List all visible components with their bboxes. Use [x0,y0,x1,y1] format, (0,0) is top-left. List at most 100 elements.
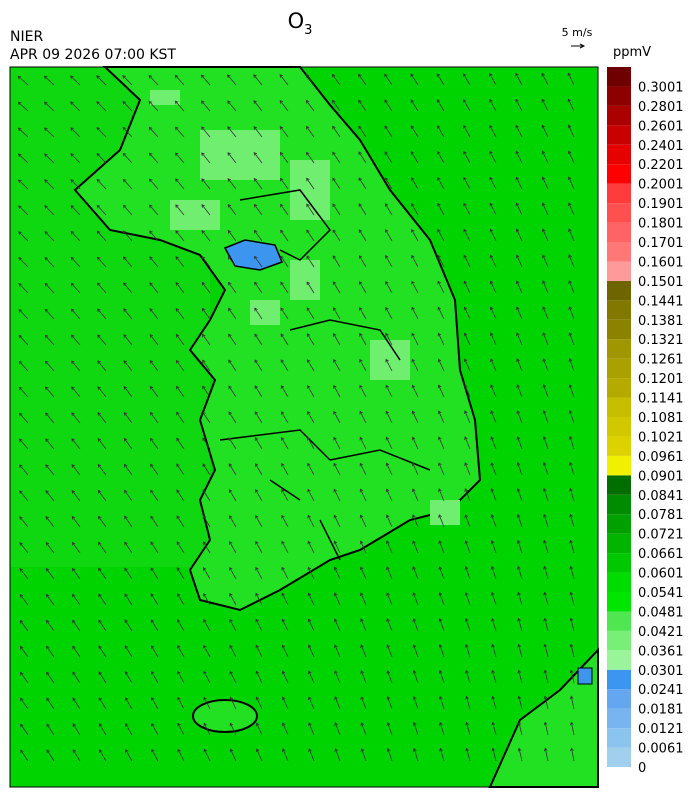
wind-arrow [412,721,419,736]
wind-arrow [72,723,81,736]
wind-arrow [569,695,575,710]
wind-arrow [359,410,367,424]
wind-arrow [333,488,341,502]
wind-arrow [203,644,211,658]
colorbar-label: 0.0661 [638,547,684,562]
wind-arrow [149,178,159,190]
wind-arrow [463,150,471,164]
wind-arrow [360,644,367,658]
wind-arrow [203,696,211,710]
wind-arrow [569,643,575,658]
wind-arrow [228,281,237,294]
wind-arrow [412,514,419,528]
wind-arrow [176,385,185,398]
wind-arrow [125,748,133,762]
colorbar-box [607,222,631,242]
wind-arrow [386,747,393,762]
title: O3 [288,9,313,38]
wind-arrow [437,151,445,164]
wind-arrow [46,671,55,684]
wind-arrow [541,72,549,86]
wind-arrow [44,179,55,190]
wind-arrow [70,179,81,190]
wind-arrow [306,229,315,242]
wind-arrow [227,178,237,190]
wind-arrow [333,592,341,606]
wind-arrow [490,410,497,424]
wind-arrow [44,308,55,320]
colorbar-label: 0.0901 [638,469,684,484]
wind-arrow [46,619,55,632]
wind-arrow [542,410,549,424]
wind-arrow [568,306,575,320]
colorbar-box [607,728,631,748]
wind-arrow [308,670,315,684]
wind-arrow [148,126,159,138]
wind-arrow [384,125,393,138]
wind-arrow [281,566,289,580]
wind-arrow [464,488,471,502]
wind-arrow [122,152,133,164]
wind-arrow [411,436,419,450]
wind-arrow [70,127,81,138]
colorbar-box [607,650,631,670]
wind-arrow [438,695,445,710]
wind-arrow [175,307,185,320]
wind-arrow [149,385,159,398]
wind-arrow [253,152,263,164]
wind-arrow [19,542,29,554]
wind-arrow [254,229,263,242]
wind-arrow [19,490,29,502]
wind-arrow [463,202,471,216]
wind-arrow [359,436,367,450]
wind-arrow [490,539,497,554]
wind-arrow [490,565,497,580]
wind-arrow [44,282,55,294]
wind-arrow [97,282,107,294]
wind-arrow [463,280,471,294]
wind-arrow [515,228,523,242]
wind-arrow [517,747,523,762]
colorbar-label: 0.0841 [638,489,684,504]
wind-arrow [517,617,523,632]
wind-arrow [280,307,289,320]
wind-arrow [515,176,523,190]
wind-arrow [176,463,185,476]
wind-arrow [541,124,549,138]
wind-arrow [463,124,471,138]
wind-arrow [437,280,445,294]
wind-arrow [45,438,55,450]
wind-arrow [308,722,315,736]
wind-arrow [543,617,549,632]
wind-arrow [438,540,445,554]
wind-arrow [332,203,341,216]
wind-arrow [72,567,81,580]
wind-arrow [411,228,419,242]
wind-arrow [464,436,471,450]
wind-arrow [18,386,29,398]
colorbar-label: 0.1901 [638,197,684,212]
wind-arrow [464,540,471,554]
wind-arrow [72,749,81,762]
wind-arrow [253,177,263,190]
wind-arrow [18,205,29,216]
colorbar-label: 0.3001 [638,80,684,95]
wind-arrow [177,619,185,632]
wind-arrow [255,748,263,762]
wind-arrow [412,669,419,684]
wind-arrow [306,281,315,294]
wind-arrow [411,410,419,424]
wind-arrow [542,435,549,450]
colorbar-label: 0.2401 [638,139,684,154]
wind-arrow [18,257,29,268]
colorbar-label: 0.1141 [638,392,684,407]
wind-arrow [201,204,211,216]
wind-arrow [358,203,367,216]
wind-arrow [201,230,211,242]
colorbar-box [607,280,631,301]
wind-arrow [20,697,29,710]
wind-arrow [151,722,159,736]
colorbar-box [607,319,631,340]
wind-arrow [568,228,575,242]
wind-arrow [175,282,185,294]
